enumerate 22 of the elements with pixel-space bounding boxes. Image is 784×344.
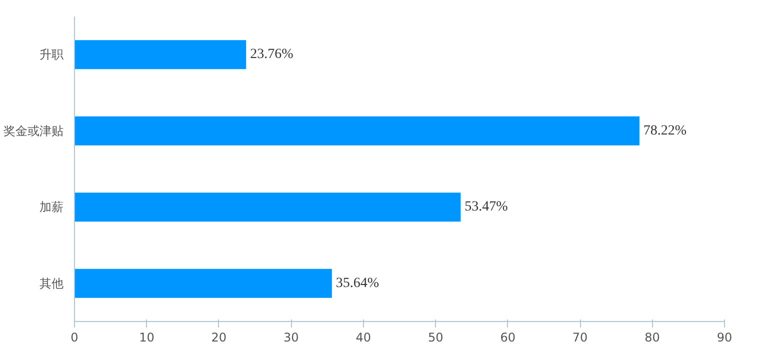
- x-tick-label: 40: [356, 330, 372, 344]
- data-label: 35.64%: [336, 276, 380, 291]
- x-tick-label: 80: [644, 330, 660, 344]
- y-tick-label: 升职: [40, 48, 64, 62]
- bar: [74, 40, 246, 70]
- x-tick-label: 20: [211, 330, 227, 344]
- y-tick-label: 加薪: [40, 200, 64, 214]
- x-tick-label: 70: [572, 330, 588, 344]
- data-label: 78.22%: [643, 123, 687, 138]
- data-label: 53.47%: [464, 200, 508, 215]
- x-tick-label: 0: [70, 330, 78, 344]
- x-tick-label: 60: [500, 330, 516, 344]
- x-tick-label: 10: [139, 330, 154, 344]
- bar: [74, 192, 461, 222]
- y-tick-label: 奖金或津贴: [4, 124, 64, 138]
- x-tick-label: 90: [716, 330, 732, 344]
- bar: [74, 268, 332, 298]
- bar: [74, 116, 640, 146]
- data-label: 23.76%: [250, 47, 294, 62]
- x-tick-label: 50: [428, 330, 444, 344]
- x-tick-label: 30: [284, 330, 299, 344]
- y-tick-label: 其他: [40, 276, 64, 290]
